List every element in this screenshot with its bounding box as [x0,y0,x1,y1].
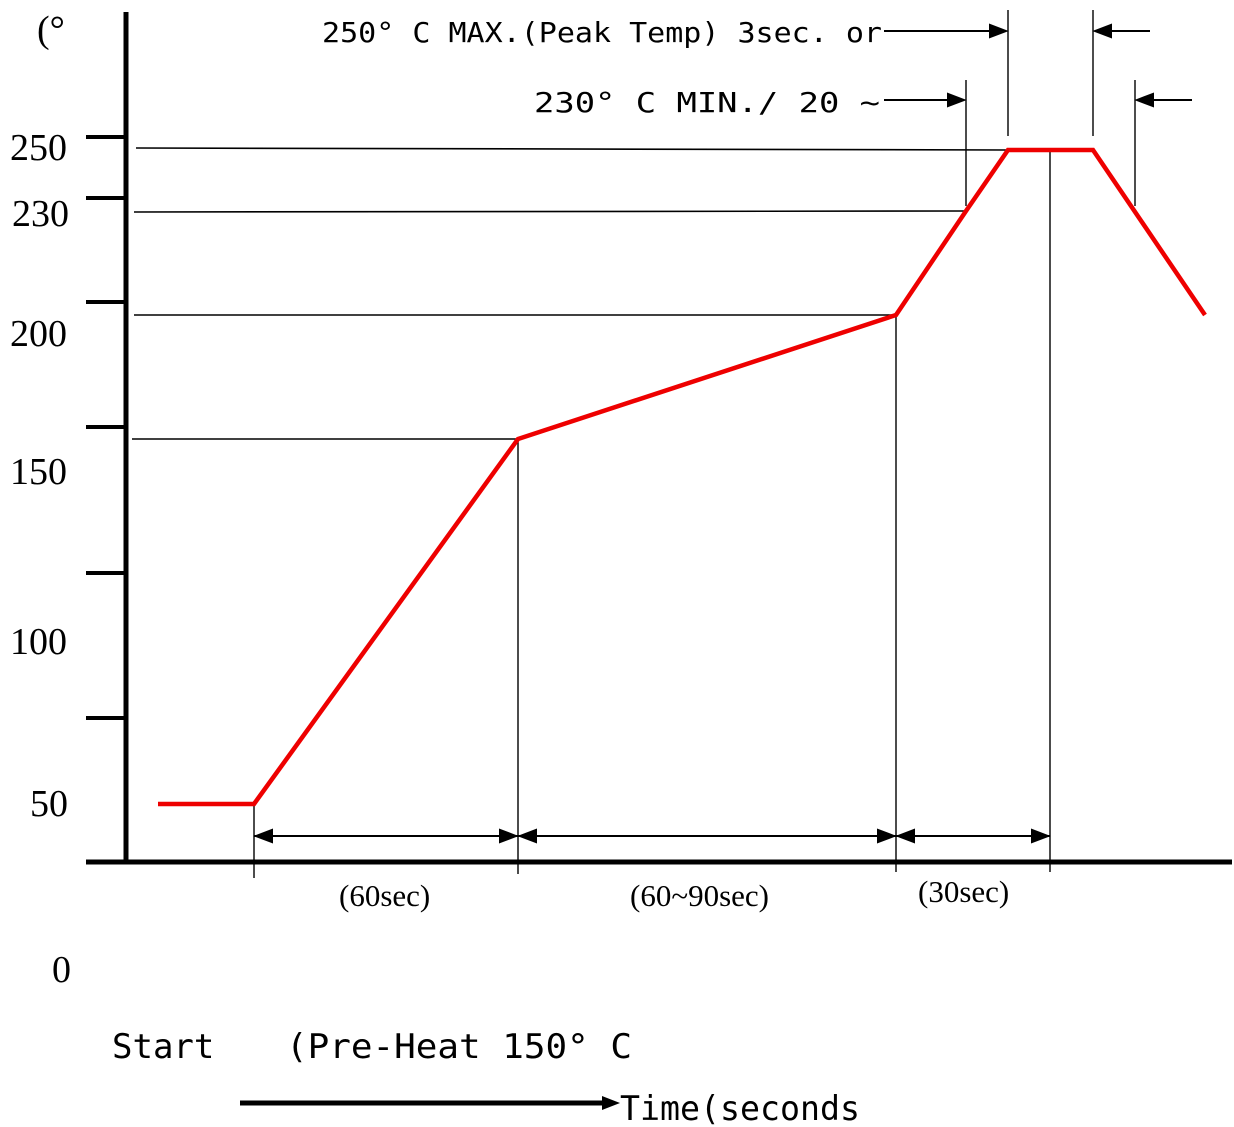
x-axis-title: Time(seconds [620,1089,860,1127]
preheat-duration-label: (60sec) [339,878,430,913]
y-tick-label: 100 [10,621,67,663]
arrowhead [1031,828,1051,844]
y-axis-title: (° [37,9,65,51]
arrowhead [1134,92,1154,108]
y-tick-label: 50 [30,783,68,825]
reference-lines [132,147,1009,440]
ref-line-250 [135,147,1009,151]
soak-duration-label: (60~90sec) [630,878,769,913]
arrowhead [877,828,897,844]
peak-annotation: 250° C MAX.(Peak Temp) 3sec. or [322,16,882,49]
start-label: Start [112,1027,214,1067]
y-tick-label: 230 [12,193,69,235]
arrowhead [253,828,273,844]
arrowhead [499,828,519,844]
y-tick-label: 200 [10,313,67,355]
vertical-guides [253,10,1136,878]
arrowhead [947,92,967,108]
min-annotation: 230° C MIN./ 20 ~ [534,86,880,119]
y-tick-label: 150 [10,451,67,493]
arrowhead [895,828,915,844]
preheat-label: (Pre-Heat 150° C [286,1027,632,1067]
duration-arrows [253,828,1051,844]
y-tick-label: 250 [10,127,67,169]
reflow-profile-line [158,147,1207,807]
annotation-arrows [884,23,1192,108]
arrowhead [989,23,1009,39]
arrowhead [1092,23,1112,39]
arrowhead [517,828,537,844]
y-tick-label: 0 [52,949,71,991]
ref-line-230 [133,210,967,213]
y-tick-marks [86,135,126,720]
time-arrowhead [602,1096,620,1110]
reflow-duration-label: (30sec) [918,874,1009,909]
